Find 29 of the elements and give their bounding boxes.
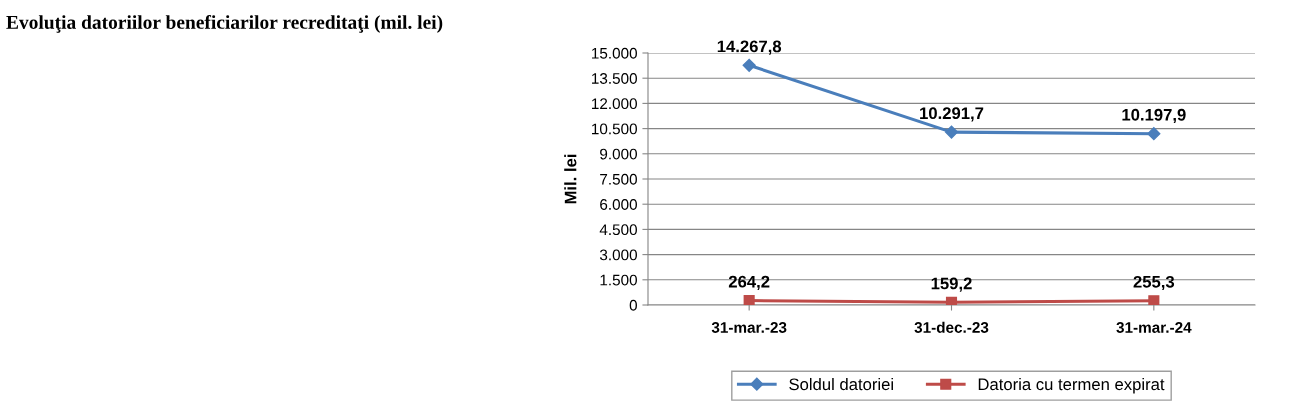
point bbox=[1148, 295, 1160, 305]
data-label: 159,2 bbox=[931, 277, 972, 292]
data-label: 264,2 bbox=[728, 275, 770, 290]
y-tick-label: 1.500 bbox=[600, 274, 637, 286]
point bbox=[742, 58, 756, 72]
y-tick-label: 0 bbox=[629, 299, 637, 311]
y-tick-label: 15.000 bbox=[592, 47, 637, 59]
data-label: 10.291,7 bbox=[920, 107, 984, 122]
legend-label: Soldul datoriei bbox=[789, 377, 893, 391]
data-label: 10.197,9 bbox=[1122, 108, 1186, 124]
legend-label: Datoria cu termen expirat bbox=[978, 377, 1165, 394]
y-tick-label: 12.000 bbox=[592, 98, 637, 110]
y-tick-label: 13.500 bbox=[592, 73, 637, 84]
x-tick-label: 31-mar.-23 bbox=[711, 322, 787, 333]
data-label: 14.267,8 bbox=[717, 40, 782, 55]
y-tick-label: 6.000 bbox=[600, 199, 637, 210]
x-tick-label: 31-dec.-23 bbox=[914, 321, 989, 333]
point bbox=[944, 125, 959, 139]
y-tick-label: 9.000 bbox=[600, 148, 637, 160]
text: Evoluţia datoriilor beneficiarilor recreditaţi (mil. lei) bbox=[6, 15, 443, 33]
data-label: 255,3 bbox=[1133, 275, 1175, 291]
y-tick-label: 3.000 bbox=[599, 249, 637, 261]
y-tick-label: 10.500 bbox=[592, 123, 637, 135]
x-tick-label: 31-mar.-24 bbox=[1116, 322, 1192, 333]
point bbox=[743, 295, 755, 305]
point bbox=[1147, 127, 1161, 141]
y-axis-title: Mil. lei bbox=[564, 154, 577, 204]
y-tick-label: 7.500 bbox=[600, 173, 637, 185]
y-tick-label: 4.500 bbox=[599, 224, 637, 236]
